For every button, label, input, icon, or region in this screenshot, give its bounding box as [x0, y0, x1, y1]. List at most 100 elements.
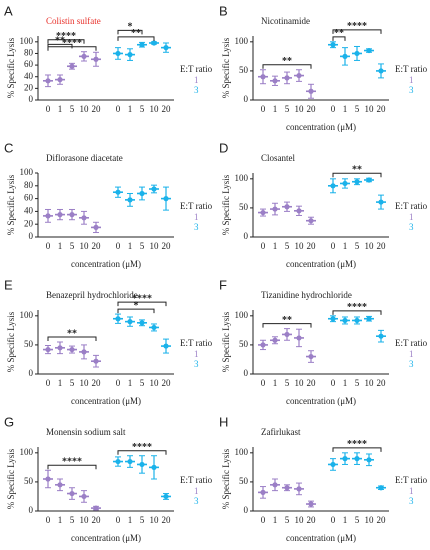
x-tick-label: 0 — [331, 104, 336, 114]
y-tick-label: 100 — [235, 310, 249, 320]
significance-bracket — [262, 64, 312, 69]
mean-dot — [115, 50, 121, 57]
x-tick-label: 10 — [295, 515, 305, 525]
mean-dot — [354, 50, 360, 57]
y-axis-label: % Specific Lysis — [6, 174, 16, 235]
x-tick-label: 10 — [295, 104, 305, 114]
significance-label: **** — [62, 457, 82, 468]
mean-dot — [139, 42, 145, 48]
mean-dot — [163, 343, 169, 349]
mean-dot — [69, 346, 75, 353]
significance-label: ** — [282, 56, 292, 67]
x-tick-label: 10 — [80, 104, 90, 114]
x-tick-label: 5 — [140, 515, 145, 525]
y-tick-label: 20 — [24, 82, 34, 92]
x-axis-label: concentration (μM) — [71, 533, 141, 543]
mean-dot — [163, 45, 169, 51]
mean-dot — [308, 88, 314, 94]
significance-label: **** — [347, 439, 367, 450]
mean-dot — [308, 501, 314, 507]
significance-bracket — [117, 301, 167, 307]
x-tick-label: 0 — [46, 378, 51, 388]
x-axis-label: concentration (μM) — [286, 122, 356, 132]
mean-dot — [260, 74, 266, 80]
mean-dot — [284, 485, 290, 491]
mean-dot — [127, 458, 133, 465]
mean-dot — [272, 337, 278, 343]
legend-entry: 1 — [409, 75, 414, 85]
mean-dot — [330, 42, 336, 48]
mean-dot — [284, 204, 290, 210]
x-tick-label: 0 — [261, 241, 266, 251]
x-tick-label: 10 — [80, 241, 90, 251]
mean-dot — [354, 179, 360, 185]
mean-dot — [308, 353, 314, 360]
significance-bracket — [332, 447, 382, 452]
x-tick-label: 5 — [355, 378, 360, 388]
x-tick-label: 10 — [365, 241, 375, 251]
panel-title: Nicotinamide — [261, 16, 310, 26]
legend-entry: 3 — [194, 222, 199, 232]
y-tick-label: 0 — [244, 94, 249, 104]
y-axis-label: % Specific Lysis — [6, 37, 16, 98]
mean-dot — [366, 457, 372, 463]
significance-label: * — [128, 22, 133, 33]
x-axis-label: concentration (μM) — [286, 259, 356, 269]
x-tick-label: 10 — [80, 378, 90, 388]
legend-entry: 3 — [409, 496, 414, 506]
significance-label: ** — [131, 28, 141, 39]
significance-label: ** — [55, 36, 65, 47]
mean-dot — [127, 197, 133, 203]
mean-dot — [57, 212, 63, 218]
mean-dot — [342, 456, 348, 462]
x-tick-label: 20 — [92, 515, 102, 525]
legend-entry: 1 — [409, 486, 414, 496]
significance-bracket — [262, 323, 312, 328]
significance-bracket — [47, 336, 97, 341]
y-tick-label: 0 — [29, 231, 34, 241]
x-tick-label: 20 — [307, 241, 317, 251]
mean-dot — [330, 316, 336, 322]
mean-dot — [93, 56, 99, 62]
y-tick-label: 0 — [29, 94, 34, 104]
x-tick-label: 0 — [116, 515, 121, 525]
y-tick-label: 50 — [239, 202, 249, 212]
mean-dot — [378, 68, 384, 74]
y-tick-label: 0 — [29, 368, 34, 378]
mean-dot — [81, 349, 87, 355]
mean-dot — [260, 342, 266, 348]
y-tick-label: 80 — [24, 48, 34, 58]
legend-title: E:T ratio — [395, 201, 428, 211]
x-tick-label: 20 — [162, 241, 172, 251]
significance-bracket — [117, 308, 155, 314]
legend-entry: 1 — [194, 486, 199, 496]
y-tick-label: 100 — [235, 447, 249, 457]
y-tick-label: 20 — [24, 218, 34, 228]
x-tick-label: 1 — [273, 241, 278, 251]
significance-label: **** — [62, 38, 82, 49]
significance-label: **** — [132, 293, 152, 304]
mean-dot — [284, 331, 290, 338]
mean-dot — [272, 482, 278, 488]
mean-dot — [296, 72, 302, 79]
mean-dot — [151, 464, 157, 470]
x-tick-label: 5 — [70, 378, 75, 388]
legend-entry: 1 — [194, 75, 199, 85]
panel-title: Monensin sodium salt — [46, 427, 126, 437]
mean-dot — [57, 77, 63, 83]
x-tick-label: 1 — [343, 515, 348, 525]
mean-dot — [163, 196, 169, 202]
significance-label: **** — [132, 442, 152, 453]
mean-dot — [69, 490, 75, 497]
x-tick-label: 0 — [261, 104, 266, 114]
legend-entry: 3 — [194, 85, 199, 95]
significance-bracket — [47, 39, 85, 44]
mean-dot — [45, 346, 51, 353]
panel-letter: B — [219, 3, 228, 18]
x-tick-label: 10 — [295, 378, 305, 388]
significance-label: **** — [347, 302, 367, 313]
mean-dot — [115, 458, 121, 465]
mean-dot — [354, 317, 360, 324]
panel-letter: A — [4, 3, 13, 18]
mean-dot — [151, 40, 157, 46]
